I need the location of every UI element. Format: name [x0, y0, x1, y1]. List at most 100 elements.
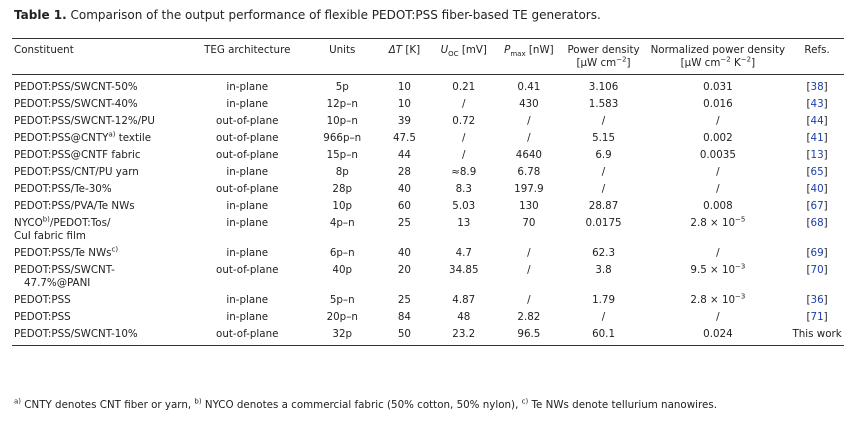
- cell-constituent: PEDOT:PSS: [14, 311, 71, 323]
- cell-power-density: 0.0175: [585, 217, 622, 229]
- cell-delta-t: 40: [397, 247, 411, 259]
- cell-pmax: 4640: [515, 149, 542, 161]
- reference-link[interactable]: 43: [810, 98, 824, 110]
- cell-pmax: 2.82: [517, 311, 541, 323]
- cell-normalized-power-density: 2.8 × 10−3: [690, 292, 746, 306]
- cell-power-density: /: [601, 183, 606, 195]
- table-caption: Table 1. Comparison of the output perfor…: [14, 8, 601, 22]
- reference-link[interactable]: 44: [810, 115, 824, 127]
- cell-teg-architecture: in-plane: [226, 81, 269, 93]
- table-footnote: a) CNTY denotes CNT fiber or yarn, b) NY…: [14, 397, 717, 411]
- cell-power-density: 5.15: [592, 132, 615, 144]
- cell-teg-architecture: out-of-plane: [216, 264, 279, 276]
- cell-units: 32p: [332, 328, 353, 340]
- caption-text: Comparison of the output performance of …: [70, 8, 601, 22]
- cell-teg-architecture: out-of-plane: [216, 115, 279, 127]
- reference-link[interactable]: 70: [810, 264, 824, 276]
- cell-teg-architecture: in-plane: [226, 294, 269, 306]
- cell-units: 15p–n: [326, 149, 358, 161]
- cell-uoc: ≈8.9: [451, 166, 477, 178]
- cell-teg-architecture: out-of-plane: [216, 183, 279, 195]
- cell-pmax: /: [527, 247, 531, 259]
- cell-ref: [68]: [806, 217, 828, 229]
- cell-normalized-power-density: 0.031: [703, 81, 733, 93]
- cell-units: 5p–n: [329, 294, 355, 306]
- header-power-density: Power density [μW cm−2]: [567, 44, 640, 69]
- cell-uoc: /: [462, 98, 466, 110]
- cell-power-density: /: [601, 166, 606, 178]
- cell-constituent: PEDOT:PSS/SWCNT-10%: [14, 328, 138, 340]
- cell-constituent: PEDOT:PSS@CNTYa) textile: [14, 130, 152, 144]
- cell-ref: [43]: [806, 98, 828, 110]
- cell-normalized-power-density: 0.002: [703, 132, 733, 144]
- cell-units: 4p–n: [329, 217, 355, 229]
- header-uoc: UOC [mV]: [440, 44, 487, 59]
- cell-units: 10p: [332, 200, 353, 212]
- reference-link[interactable]: 65: [810, 166, 824, 178]
- table-body: PEDOT:PSS/SWCNT-50% in-plane 5p 10 0.21 0.41 3…: [12, 75, 844, 346]
- reference-link[interactable]: 36: [810, 294, 824, 306]
- table-row: PEDOT:PSS@CNTYa) textile out-of-plane 966p…: [12, 130, 844, 147]
- cell-normalized-power-density: 2.8 × 10−5: [690, 215, 746, 229]
- cell-power-density: 62.3: [592, 247, 615, 259]
- table-row: PEDOT:PSS/Te-30% out-of-plane 28p 40 8.3 197.…: [12, 181, 844, 198]
- cell-constituent: PEDOT:PSS: [14, 294, 71, 306]
- cell-normalized-power-density: /: [716, 166, 720, 178]
- table-row: PEDOT:PSS/SWCNT-50% in-plane 5p 10 0.21 0.41 3…: [12, 75, 844, 97]
- table-row: PEDOT:PSS/SWCNT- 47.7%@PANI out-of-plane 40…: [12, 262, 844, 292]
- cell-ref: [13]: [806, 149, 828, 161]
- cell-constituent: NYCOb)/PEDOT:Tos/CuI fabric film: [14, 215, 111, 242]
- cell-power-density: 3.106: [588, 81, 619, 93]
- cell-power-density: 60.1: [592, 328, 615, 340]
- cell-pmax: 96.5: [517, 328, 541, 340]
- cell-delta-t: 84: [397, 311, 411, 323]
- cell-ref: [67]: [806, 200, 828, 212]
- cell-normalized-power-density: 0.016: [703, 98, 733, 110]
- cell-teg-architecture: out-of-plane: [216, 328, 279, 340]
- reference-link[interactable]: 41: [810, 132, 824, 144]
- reference-link[interactable]: 38: [810, 81, 824, 93]
- cell-power-density: 1.79: [592, 294, 615, 306]
- reference-link[interactable]: 13: [810, 149, 824, 161]
- reference-link[interactable]: 71: [810, 311, 824, 323]
- cell-ref: [40]: [806, 183, 828, 195]
- cell-pmax: 197.9: [514, 183, 544, 195]
- cell-normalized-power-density: 0.0035: [699, 149, 736, 161]
- table-row: NYCOb)/PEDOT:Tos/CuI fabric film in-plane…: [12, 215, 844, 245]
- header-delta-t: ΔT [K]: [388, 44, 421, 56]
- cell-pmax: /: [527, 132, 531, 144]
- cell-pmax: /: [527, 294, 531, 306]
- cell-units: 8p: [335, 166, 349, 178]
- cell-normalized-power-density: 9.5 × 10−3: [690, 262, 746, 276]
- cell-delta-t: 60: [397, 200, 411, 212]
- cell-constituent: PEDOT:PSS/SWCNT-50%: [14, 81, 138, 93]
- reference-link[interactable]: 69: [810, 247, 824, 259]
- table-row: PEDOT:PSS in-plane 5p–n 25 4.87 / 1.79 2.8 × 10…: [12, 292, 844, 309]
- cell-ref-this-work: This work: [792, 328, 842, 340]
- cell-teg-architecture: in-plane: [226, 247, 269, 259]
- cell-uoc: 0.72: [452, 115, 476, 127]
- cell-uoc: 34.85: [449, 264, 479, 276]
- cell-constituent: PEDOT:PSS/SWCNT-40%: [14, 98, 138, 110]
- cell-uoc: /: [462, 149, 466, 161]
- cell-uoc: 23.2: [452, 328, 476, 340]
- cell-constituent: PEDOT:PSS/PVA/Te NWs: [14, 200, 135, 212]
- cell-uoc: 48: [457, 311, 471, 323]
- cell-pmax: 130: [519, 200, 539, 212]
- cell-ref: [70]: [806, 264, 828, 276]
- cell-power-density: 3.8: [595, 264, 612, 276]
- table-row: PEDOT:PSS@CNTF fabric out-of-plane 15p–n 44…: [12, 147, 844, 164]
- reference-link[interactable]: 67: [810, 200, 824, 212]
- reference-link[interactable]: 68: [810, 217, 824, 229]
- cell-delta-t: 20: [397, 264, 411, 276]
- cell-ref: [38]: [806, 81, 828, 93]
- cell-normalized-power-density: 0.024: [703, 328, 733, 340]
- cell-power-density: /: [601, 115, 606, 127]
- cell-constituent: PEDOT:PSS/CNT/PU yarn: [14, 166, 139, 178]
- header-teg-architecture: TEG architecture: [204, 44, 291, 56]
- cell-uoc: 0.21: [452, 81, 476, 93]
- cell-uoc: 4.7: [455, 247, 472, 259]
- reference-link[interactable]: 40: [810, 183, 824, 195]
- cell-pmax: 6.78: [517, 166, 541, 178]
- header-refs: Refs.: [804, 44, 830, 56]
